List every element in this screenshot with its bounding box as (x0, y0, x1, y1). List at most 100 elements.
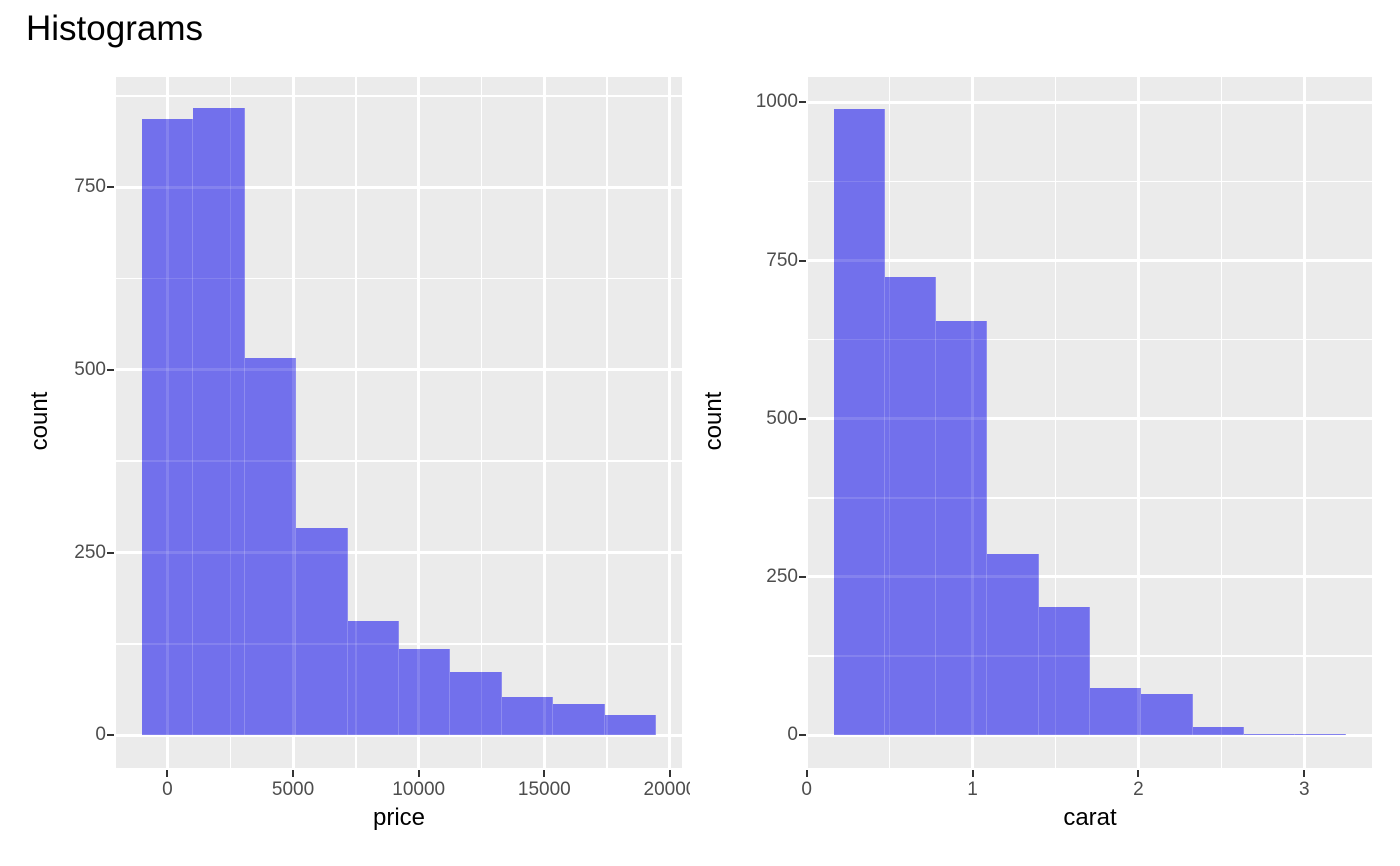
gridline-major-h (116, 185, 682, 189)
histogram-bar (296, 528, 348, 736)
x-tick-label: 0 (801, 779, 812, 800)
gridline-minor-v (1220, 77, 1223, 768)
gridline-minor-v (1054, 77, 1057, 768)
histogram-bar (141, 119, 194, 736)
gridline-major-v (1302, 77, 1306, 768)
y-axis-title-count-right: count (700, 391, 727, 451)
gridline-minor-v (1054, 77, 1057, 768)
gridline-minor-h (116, 95, 682, 97)
histogram-bar (1090, 688, 1142, 736)
y-axis-tick (799, 417, 806, 420)
gridline-major-h (808, 100, 1372, 104)
gridline-major-v (542, 77, 546, 768)
gridline-minor-h (808, 338, 1372, 341)
gridline-major-h (808, 733, 1372, 737)
histogram-bar (936, 321, 988, 736)
histogram-bar (501, 697, 554, 736)
histogram-bar (1141, 693, 1193, 736)
histogram-bar (987, 554, 1039, 736)
gridline-major-h (116, 551, 682, 555)
y-axis-tick (799, 259, 806, 262)
histogram-bar (1243, 733, 1296, 736)
gridline-minor-v (355, 77, 357, 768)
gridline-minor-v (229, 77, 231, 768)
x-tick-label: 0 (162, 779, 173, 800)
gridline-minor-h (116, 460, 682, 462)
gridline-minor-h (116, 643, 682, 645)
y-tick-label: 500 (766, 407, 798, 429)
carat-histogram-figure: carat count 0 1 2 3 0 250 500 750 1000 (700, 0, 1400, 866)
gridline-major-h (116, 368, 682, 372)
y-axis-tick (107, 368, 114, 371)
gridline-minor-v (606, 77, 608, 768)
x-tick-label: 2 (1133, 779, 1144, 800)
gridline-minor-v (1220, 77, 1223, 768)
gridline-minor-v (480, 77, 483, 768)
y-tick-label: 500 (74, 358, 106, 380)
plot-title: Histograms (26, 9, 203, 48)
gridline-major-v (291, 77, 295, 768)
y-tick-label: 1000 (755, 91, 798, 113)
y-tick-label: 250 (74, 541, 106, 563)
y-tick-label: 0 (787, 724, 798, 746)
gridline-major-v (971, 77, 975, 768)
gridline-major-h (808, 100, 1372, 104)
gridline-minor-h (808, 497, 1372, 499)
y-axis-tick (799, 575, 806, 578)
histogram-bar (1192, 726, 1244, 736)
gridline-major-h (808, 575, 1372, 579)
histogram-bar (884, 276, 937, 736)
x-axis-tick (417, 770, 420, 777)
y-axis-tick (107, 734, 114, 737)
gridline-major-h (116, 733, 682, 737)
gridline-major-v (668, 77, 672, 768)
gridline-minor-h (116, 95, 682, 97)
x-axis-title-carat: carat (1063, 804, 1117, 831)
gridline-minor-v (888, 77, 891, 768)
gridline-minor-h (808, 338, 1372, 341)
x-axis-tick (543, 770, 546, 777)
gridline-major-h (808, 259, 1372, 262)
y-axis-tick (107, 186, 114, 189)
gridline-minor-h (116, 643, 682, 645)
histogram-bar (833, 108, 885, 736)
x-tick-label: 1 (967, 779, 978, 800)
x-axis-tick (668, 770, 671, 777)
gridline-minor-v (480, 77, 483, 768)
gridline-minor-h (116, 460, 682, 462)
x-tick-label: 3 (1299, 779, 1310, 800)
gridline-minor-h (116, 277, 682, 280)
histogram-bar (399, 648, 451, 736)
x-tick-label: 5000 (271, 779, 315, 800)
gridline-major-h (116, 368, 682, 372)
gridline-major-h (808, 575, 1372, 579)
gridline-major-v (417, 77, 421, 768)
gridline-major-h (116, 551, 682, 555)
x-tick-label: 10000 (392, 779, 446, 800)
x-axis-title-price: price (372, 804, 426, 831)
gridline-major-v (165, 77, 169, 768)
gridline-major-h (808, 417, 1372, 421)
histogram-bar (604, 715, 657, 736)
histogram-bar (193, 108, 245, 736)
y-axis-tick (799, 734, 806, 737)
histogram-bar (347, 621, 399, 736)
histogram-bar (1038, 606, 1090, 736)
gridline-major-v (1136, 77, 1140, 768)
plot-panel (116, 77, 682, 768)
x-tick-label: 15000 (517, 779, 571, 800)
gridline-minor-h (808, 655, 1372, 657)
gridline-major-h (116, 185, 682, 189)
gridline-minor-v (355, 77, 357, 768)
gridline-minor-h (808, 180, 1372, 183)
x-axis-tick (971, 770, 974, 777)
gridline-minor-h (808, 497, 1372, 499)
gridline-major-h (808, 417, 1372, 421)
gridline-major-v (417, 77, 421, 768)
gridline-minor-h (808, 180, 1372, 183)
histogram-bar (553, 704, 605, 736)
gridline-major-v (1302, 77, 1306, 768)
x-axis-tick (1303, 770, 1306, 777)
y-axis-tick (107, 551, 114, 554)
